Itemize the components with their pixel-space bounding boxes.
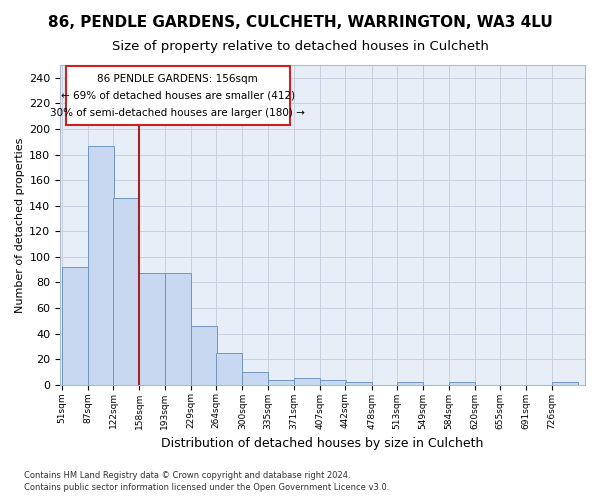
Bar bbox=[397, 382, 423, 384]
Text: Contains HM Land Registry data © Crown copyright and database right 2024.
Contai: Contains HM Land Registry data © Crown c… bbox=[24, 471, 389, 492]
FancyBboxPatch shape bbox=[66, 66, 290, 125]
Bar bbox=[242, 372, 268, 384]
Bar bbox=[294, 378, 320, 384]
Bar bbox=[449, 382, 475, 384]
Text: Size of property relative to detached houses in Culcheth: Size of property relative to detached ho… bbox=[112, 40, 488, 53]
Bar bbox=[113, 198, 139, 384]
Bar bbox=[551, 382, 578, 384]
Bar bbox=[62, 267, 88, 384]
Y-axis label: Number of detached properties: Number of detached properties bbox=[15, 137, 25, 312]
Bar bbox=[191, 326, 217, 384]
Bar bbox=[88, 146, 114, 384]
Text: ← 69% of detached houses are smaller (412): ← 69% of detached houses are smaller (41… bbox=[61, 90, 295, 101]
Text: 30% of semi-detached houses are larger (180) →: 30% of semi-detached houses are larger (… bbox=[50, 108, 305, 118]
Bar bbox=[216, 352, 242, 384]
Text: 86 PENDLE GARDENS: 156sqm: 86 PENDLE GARDENS: 156sqm bbox=[97, 74, 258, 84]
Bar bbox=[268, 380, 294, 384]
Bar bbox=[164, 274, 191, 384]
Bar bbox=[139, 274, 166, 384]
Bar bbox=[346, 382, 371, 384]
Text: 86, PENDLE GARDENS, CULCHETH, WARRINGTON, WA3 4LU: 86, PENDLE GARDENS, CULCHETH, WARRINGTON… bbox=[47, 15, 553, 30]
X-axis label: Distribution of detached houses by size in Culcheth: Distribution of detached houses by size … bbox=[161, 437, 484, 450]
Bar bbox=[320, 380, 346, 384]
